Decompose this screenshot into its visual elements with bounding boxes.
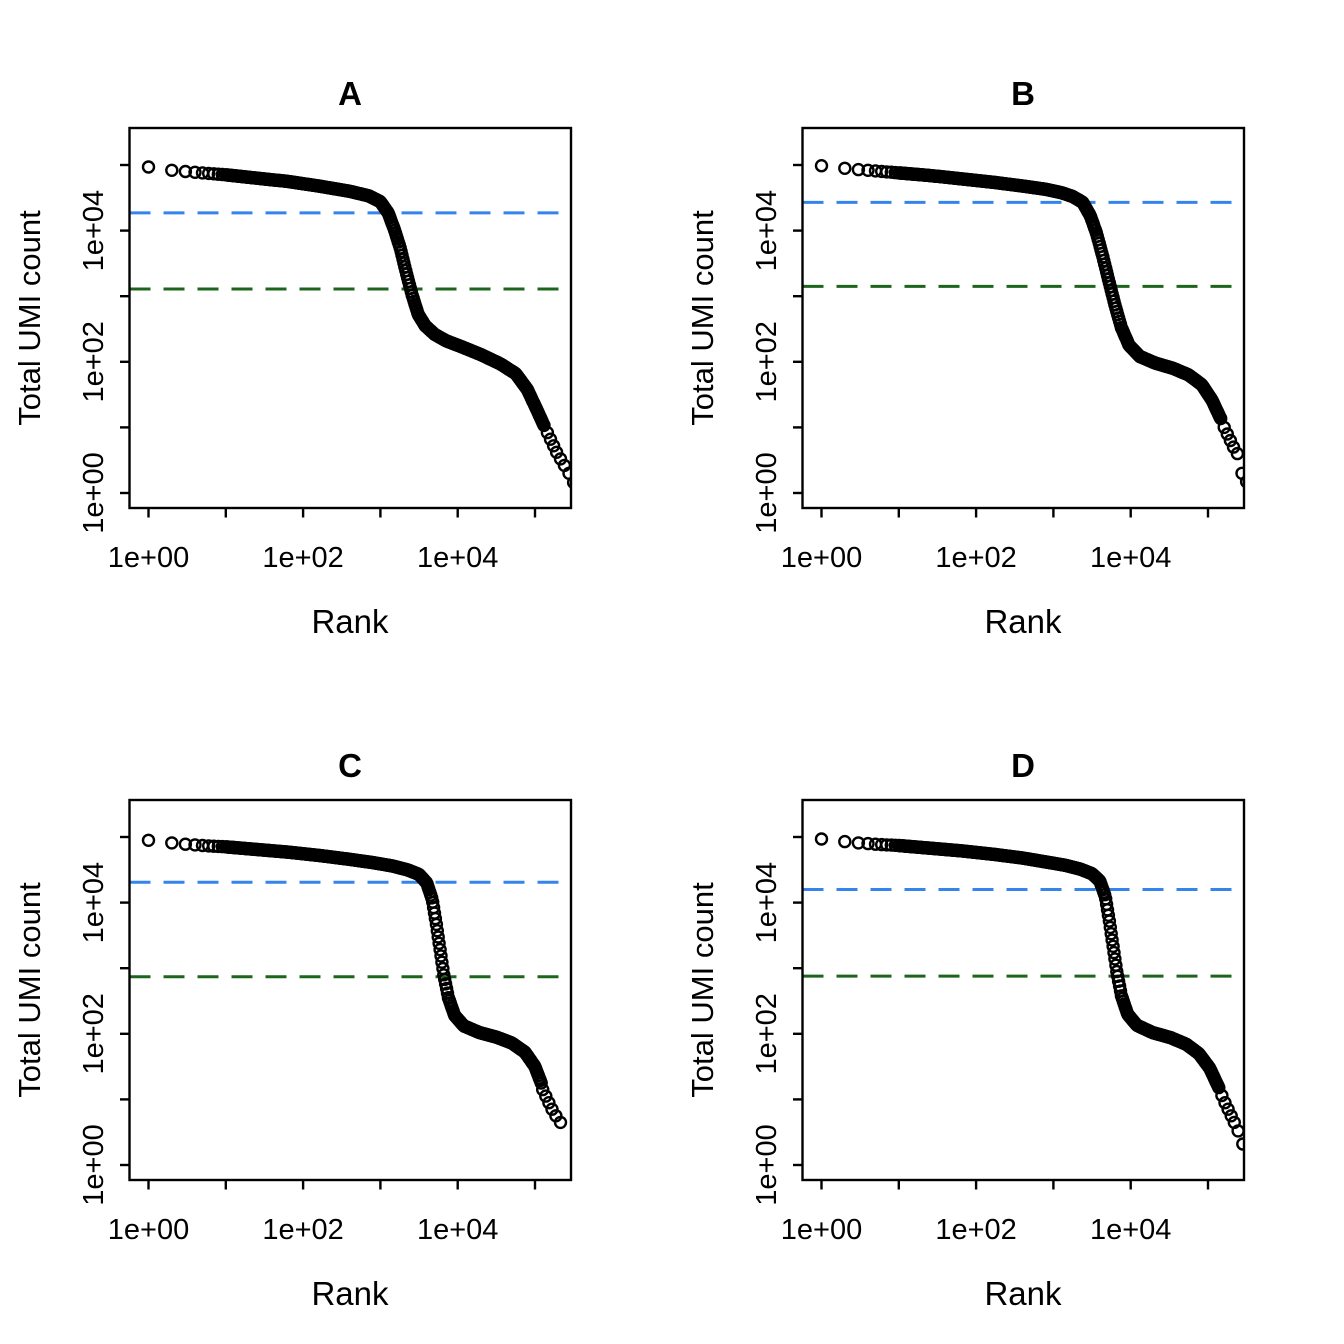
y-tick-label: 1e+00 [78, 1124, 110, 1205]
panel-title: D [1011, 747, 1035, 785]
x-tick-label: 1e+04 [417, 1214, 498, 1246]
panel-c: C Total UMI count 1e+00 1e+02 1e+04 1e+00 1e… [0, 672, 671, 1343]
y-tick-label: 1e+04 [78, 190, 110, 271]
panel-a: A Total UMI count 1e+00 1e+02 1e+04 1e+00 1e… [0, 0, 671, 671]
x-tick-label: 1e+04 [417, 542, 498, 574]
data-points [814, 158, 1244, 488]
x-tick-label: 1e+00 [781, 542, 862, 574]
panel-d: D Total UMI count 1e+00 1e+02 1e+04 1e+00 1e… [673, 672, 1344, 1343]
y-tick-label: 1e+04 [78, 862, 110, 943]
y-tick-label: 1e+02 [78, 321, 110, 402]
plot-box [801, 126, 1246, 510]
plot-area: 1e+00 1e+02 1e+04 1e+00 1e+02 1e+04 [751, 798, 1246, 1246]
x-tick-label: 1e+02 [935, 542, 1016, 574]
plot-area: 1e+00 1e+02 1e+04 1e+00 1e+02 1e+04 [78, 126, 573, 574]
y-tick-label: 1e+00 [751, 452, 783, 533]
plot-area: 1e+00 1e+02 1e+04 1e+00 1e+02 1e+04 [751, 126, 1246, 574]
data-points [814, 832, 1244, 1151]
x-axis-label: Rank [311, 1275, 389, 1312]
y-tick-label: 1e+00 [78, 452, 110, 533]
plot-box [128, 798, 573, 1182]
plot-area: 1e+00 1e+02 1e+04 1e+00 1e+02 1e+04 [78, 798, 573, 1246]
x-tick-label: 1e+00 [781, 1214, 862, 1246]
y-tick-label: 1e+02 [751, 993, 783, 1074]
x-axis-label: Rank [984, 1275, 1062, 1312]
x-tick-label: 1e+02 [262, 542, 343, 574]
data-points [141, 833, 568, 1130]
x-tick-label: 1e+00 [108, 1214, 189, 1246]
x-tick-label: 1e+04 [1090, 542, 1171, 574]
x-tick-label: 1e+00 [108, 542, 189, 574]
y-tick-label: 1e+02 [751, 321, 783, 402]
plot-box [801, 798, 1246, 1182]
y-tick-label: 1e+00 [751, 1124, 783, 1205]
panel-title: C [338, 747, 362, 785]
y-tick-label: 1e+04 [751, 190, 783, 271]
y-tick-label: 1e+04 [751, 862, 783, 943]
x-axis-label: Rank [311, 603, 389, 640]
panel-title: A [338, 75, 362, 113]
data-points [141, 160, 571, 489]
y-tick-label: 1e+02 [78, 993, 110, 1074]
plot-box [128, 126, 573, 510]
x-axis-label: Rank [984, 603, 1062, 640]
x-tick-label: 1e+04 [1090, 1214, 1171, 1246]
x-tick-label: 1e+02 [935, 1214, 1016, 1246]
panel-b: B Total UMI count 1e+00 1e+02 1e+04 1e+00 1e… [673, 0, 1344, 671]
x-tick-label: 1e+02 [262, 1214, 343, 1246]
panel-title: B [1011, 75, 1035, 113]
